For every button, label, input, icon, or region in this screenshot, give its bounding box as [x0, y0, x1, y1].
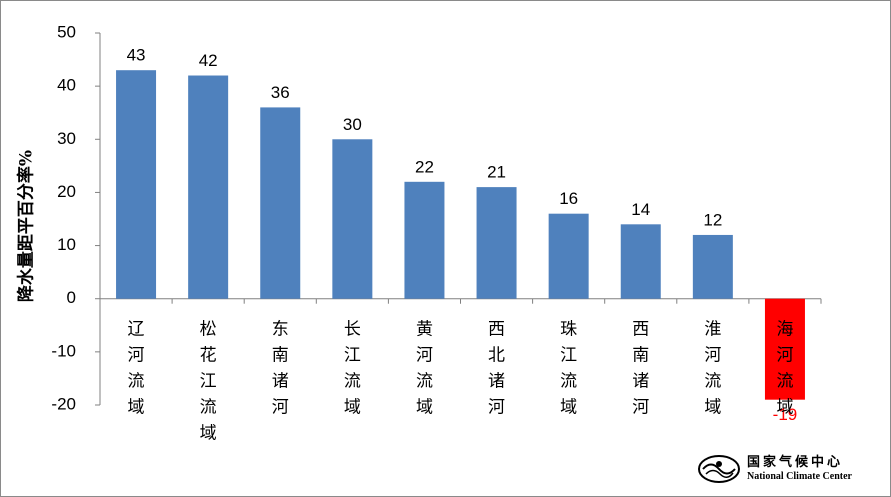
category-label: 松花江流域	[200, 320, 217, 444]
bar	[692, 234, 733, 299]
bar	[116, 70, 157, 299]
y-tick-label: 50	[57, 22, 76, 41]
data-label: 43	[127, 46, 146, 65]
ncc-emblem-icon	[698, 455, 740, 483]
y-tick-label: 10	[57, 235, 76, 254]
data-label: -19	[773, 405, 798, 424]
category-label: 西南诸河	[632, 320, 649, 418]
category-label: 淮河流域	[704, 320, 721, 418]
y-tick-label: 30	[57, 129, 76, 148]
data-label: 36	[271, 83, 290, 102]
y-tick-label: -10	[51, 341, 76, 360]
data-label: 22	[415, 157, 434, 176]
data-label: 30	[343, 115, 362, 134]
data-label: 42	[199, 51, 218, 70]
logo: 国家气候中心 National Climate Center	[697, 451, 867, 487]
bar	[476, 187, 517, 299]
y-tick-label: 40	[57, 76, 76, 95]
y-tick-label: -20	[51, 394, 76, 413]
data-label: 14	[631, 200, 650, 219]
logo-name-en: National Climate Center	[747, 471, 852, 482]
bar	[188, 75, 229, 299]
category-label: 黄河流域	[416, 320, 433, 418]
bar	[404, 181, 445, 299]
bar	[548, 213, 589, 299]
bar	[620, 224, 661, 299]
data-label: 21	[487, 163, 506, 182]
category-label: 珠江流域	[560, 320, 577, 418]
category-label: 西北诸河	[488, 320, 505, 418]
y-tick-label: 20	[57, 182, 76, 201]
category-label: 东南诸河	[272, 320, 289, 418]
y-axis-label: 降水量距平百分率%	[16, 150, 37, 302]
bar	[764, 298, 805, 400]
bar	[332, 139, 373, 299]
bar	[260, 107, 301, 299]
data-label: 12	[703, 210, 722, 229]
logo-name-zh: 国家气候中心	[747, 455, 844, 470]
category-label: 长江流域	[344, 320, 361, 418]
category-label: 海河流域	[776, 320, 793, 418]
y-tick-label: 0	[67, 288, 76, 307]
category-label: 辽河流域	[128, 320, 145, 418]
data-label: 16	[559, 189, 578, 208]
